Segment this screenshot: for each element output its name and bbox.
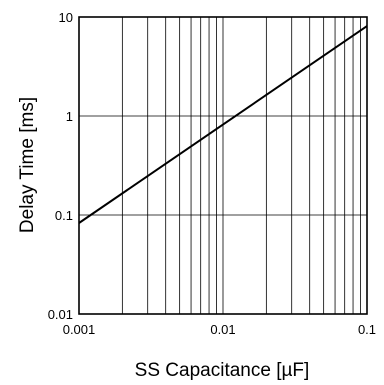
y-axis-title: Delay Time [ms] (17, 97, 38, 233)
series-line (78, 25, 368, 224)
y-tick-labels: 0.01 0.1 1 10 (48, 10, 73, 322)
plot-frame (78, 16, 368, 315)
x-tick-label: 0.1 (358, 322, 376, 337)
x-axis-title: SS Capacitance [µF] (135, 360, 310, 381)
x-tick-labels: 0.001 0.01 0.1 (63, 322, 376, 337)
x-tick-label: 0.001 (63, 322, 96, 337)
data-series (78, 25, 368, 224)
grid (79, 17, 367, 314)
y-tick-label: 0.01 (48, 307, 73, 322)
y-tick-label: 10 (59, 10, 73, 25)
y-tick-label: 0.1 (55, 208, 73, 223)
x-tick-label: 0.01 (210, 322, 235, 337)
y-tick-label: 1 (66, 109, 73, 124)
